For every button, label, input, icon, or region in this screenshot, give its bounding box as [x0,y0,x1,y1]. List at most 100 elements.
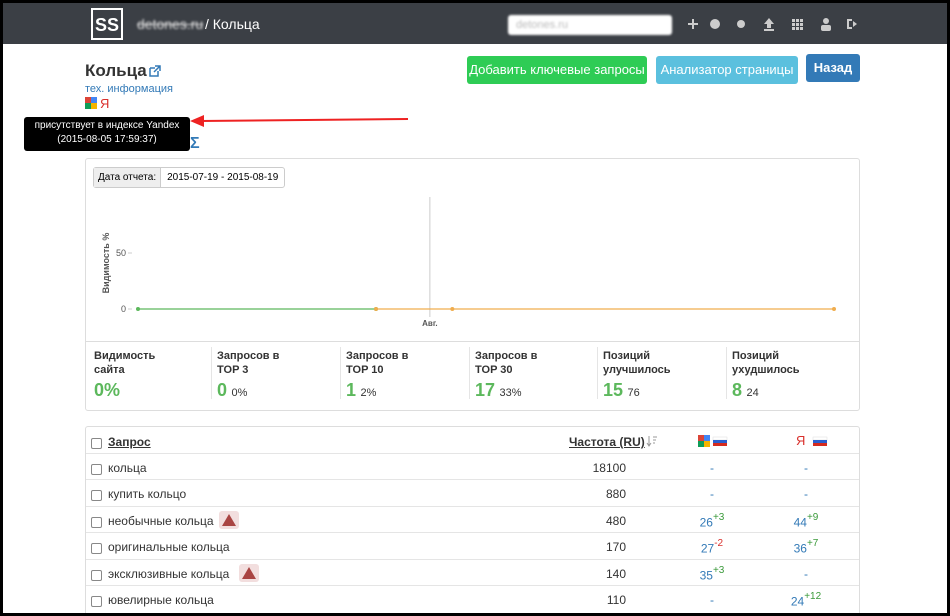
stat: Запросов в TOP 3 0 0% [217,349,279,401]
ru-flag [812,436,828,446]
position-value: - [710,487,714,502]
checkbox[interactable] [91,516,102,528]
tooltip-line: присутствует в индексе Yandex [34,120,180,131]
back-button[interactable]: Назад [806,54,860,82]
frequency: 170 [605,540,626,555]
stat-value: 17 [475,380,496,400]
query-table: Запрос Частота (RU) Я кольца 18100 - - купит… [85,426,860,613]
page-title: Кольца [85,61,147,80]
breadcrumb: / Кольца [205,16,260,32]
tooltip-line: (2015-08-05 17:59:37) [57,134,157,145]
position: - [682,459,742,477]
checkbox[interactable] [91,464,102,475]
sum-icon[interactable]: Σ [190,135,200,152]
yandex-icon: Я [100,96,110,111]
checkbox[interactable] [91,543,102,555]
site-name[interactable]: detones.ru [137,16,204,32]
stat-value: 1 [346,380,357,400]
google-icon [85,97,97,109]
logo[interactable]: SS [91,8,123,40]
position-value: 27 [700,541,715,556]
stat-label: Запросов в [217,350,280,362]
nav-icons [688,18,857,31]
row-line [86,505,859,507]
frequency: 18100 [592,461,626,475]
query: ювелирные кольца [108,593,214,607]
header-query[interactable]: Запрос [108,435,151,449]
stat-value: 8 [732,380,743,400]
position-delta: -2 [714,538,724,550]
stat-label: ухудшилось [732,364,800,376]
stat-label: улучшилось [603,364,671,376]
stat-values: 8 24 [732,380,800,401]
position: - [682,485,742,503]
site-select[interactable]: detones.ru [508,15,672,35]
warning-sign [222,513,237,526]
checkbox[interactable] [91,569,102,581]
divider [726,347,727,399]
navbar: SS detones.ru / Кольца detones.ru [3,3,947,44]
frequency: 110 [606,593,626,607]
row-line [86,532,859,534]
window: SS detones.ru / Кольца detones.ru Кольца… [3,3,947,613]
tooltip: присутствует в индексе Yandex (2015-08-05… [24,117,190,151]
position-value: - [710,593,714,607]
analyzer-button[interactable]: Анализатор страницы [656,56,798,84]
warning-sign [242,566,257,579]
add-button[interactable]: Добавить ключевые запросы [467,56,647,84]
stat-share: 24 [746,387,759,399]
divider [340,347,341,399]
stat-label: TOP 30 [475,364,513,376]
chart: Видимость % 0 50 Авг. [101,197,836,328]
y-axis-label: Видимость % [101,233,111,294]
warning-icon [219,510,240,529]
position-value: - [804,487,808,502]
frequency: 880 [605,487,626,502]
sort-icon[interactable] [646,435,658,447]
position: 36+7 [776,538,836,557]
position-delta: +3 [712,511,725,523]
query: купить кольцо [108,487,187,502]
stat: Видимость сайта 0% [94,349,155,401]
point [450,307,455,311]
arrow [190,115,409,127]
stat-label: Позиций [732,350,779,362]
position-value: 44 [793,515,807,530]
position: 35+3 [682,565,742,584]
header-freq[interactable]: Частота (RU) [569,435,645,449]
row-line [86,453,859,454]
stat: Позиций улучшилось 15 76 [603,349,671,401]
stat-value: 15 [603,380,624,400]
checkbox[interactable] [91,490,102,502]
position-value: 36 [793,541,807,556]
position-value: 26 [699,515,713,530]
query: необычные кольца [108,513,214,528]
stat-share: 76 [627,387,640,399]
stat-label: TOP 10 [346,364,384,376]
stat-values: 0% [94,380,155,401]
position-delta: +7 [806,538,819,550]
x-tick-label: Авг. [422,319,437,328]
y-tick-label: 0 [121,304,126,314]
position: - [682,591,742,609]
stat-share: 33% [499,387,522,399]
date-picker[interactable]: Дата отчета: 2015-07-19 - 2015-08-19 [93,167,286,188]
position-value: - [710,461,714,475]
point [373,307,378,311]
divider [211,347,212,399]
position-value: - [804,566,808,581]
checkbox[interactable] [91,596,102,607]
stat-label: Запросов в [346,350,409,362]
stat-values: 1 2% [346,380,408,401]
stat-label: TOP 3 [217,364,249,376]
tech-link[interactable]: тех. информация [85,83,173,95]
divider [469,347,470,399]
query: оригинальные кольца [108,540,230,555]
stat-values: 17 33% [475,380,537,401]
checkbox[interactable] [91,438,102,449]
report-panel: Дата отчета: 2015-07-19 - 2015-08-19 Види… [85,158,860,411]
external-link[interactable] [148,65,161,78]
stat-label: сайта [94,364,125,376]
position: 26+3 [682,512,742,531]
